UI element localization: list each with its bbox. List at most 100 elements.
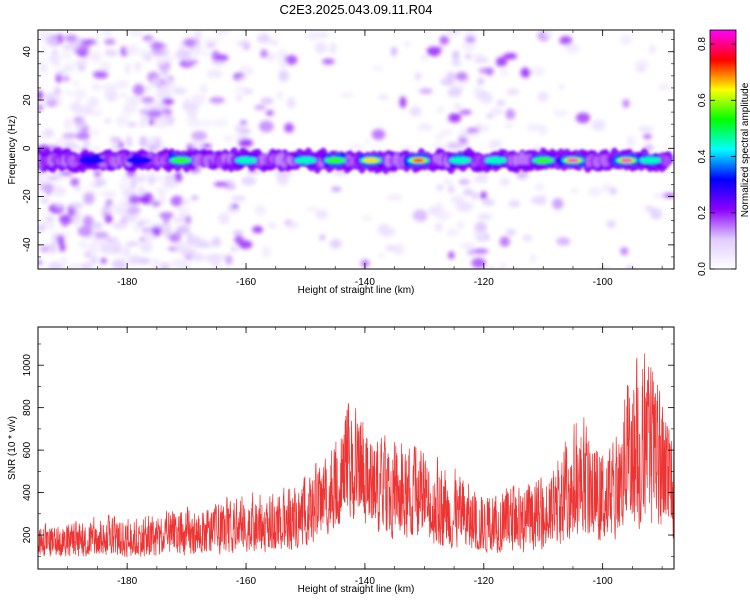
spectrogram-axes: -180 -160 -140 -120 -100 -40 -20 0 20 40 xyxy=(22,30,674,288)
noise-blob xyxy=(163,179,178,189)
noise-blob xyxy=(149,81,165,87)
noise-blob xyxy=(200,143,212,149)
noise-blob xyxy=(82,215,94,227)
noise-blob xyxy=(529,253,537,264)
noise-blob xyxy=(505,108,516,120)
noise-blob xyxy=(39,130,48,140)
noise-blob xyxy=(199,83,208,94)
noise-blob xyxy=(174,171,183,183)
noise-blob xyxy=(284,122,294,133)
noise-blob xyxy=(306,31,320,41)
noise-blob xyxy=(55,95,63,107)
noise-blob xyxy=(112,262,127,269)
noise-blob xyxy=(520,67,531,78)
noise-blob xyxy=(153,43,167,49)
noise-blob xyxy=(74,97,83,103)
noise-blob xyxy=(128,194,141,205)
noise-blob xyxy=(80,262,93,269)
noise-blob xyxy=(150,48,165,56)
noise-blob xyxy=(201,50,210,56)
noise-blob xyxy=(225,254,233,265)
noise-blob xyxy=(61,75,70,82)
noise-blob xyxy=(393,243,405,256)
noise-blob xyxy=(626,136,636,148)
noise-blob xyxy=(146,137,156,145)
noise-blob xyxy=(64,91,74,96)
noise-blob xyxy=(39,245,50,253)
noise-blob xyxy=(503,52,518,60)
noise-blob xyxy=(72,81,80,87)
noise-blob xyxy=(176,225,190,235)
noise-blob xyxy=(480,237,487,243)
noise-blob xyxy=(159,145,170,150)
noise-blob xyxy=(530,196,547,205)
noise-blob xyxy=(496,100,506,106)
band-cell xyxy=(663,155,671,167)
noise-blob xyxy=(183,97,192,103)
noise-blob xyxy=(331,187,342,192)
noise-blob xyxy=(87,96,99,108)
noise-blob xyxy=(71,202,82,210)
noise-blob xyxy=(474,221,488,233)
noise-blob xyxy=(480,191,488,200)
noise-blob xyxy=(100,257,108,264)
noise-blob xyxy=(390,46,398,57)
noise-blob xyxy=(127,255,139,266)
colorbar-tick-label: 0.4 xyxy=(697,149,708,163)
noise-blob xyxy=(171,258,188,268)
noise-blob xyxy=(190,252,206,262)
band-hotspot xyxy=(484,156,507,164)
noise-blob xyxy=(167,57,175,62)
noise-blob xyxy=(278,58,287,69)
noise-blob xyxy=(606,220,616,228)
noise-blob xyxy=(101,83,118,92)
noise-blob xyxy=(436,106,445,114)
x-tick-label: -140 xyxy=(355,576,375,587)
noise-blob xyxy=(276,90,283,102)
noise-blob xyxy=(379,226,396,237)
noise-blob xyxy=(38,176,44,185)
noise-blob xyxy=(45,176,59,181)
colorbar-tick-label: 0.2 xyxy=(697,205,708,219)
noise-blob xyxy=(643,133,652,140)
noise-blob xyxy=(472,248,489,255)
noise-blob xyxy=(139,242,153,253)
noise-blob xyxy=(399,96,407,109)
noise-blob xyxy=(329,238,342,249)
band-hotspot xyxy=(234,156,258,164)
noise-blob xyxy=(90,51,102,63)
noise-blob xyxy=(328,42,337,55)
noise-blob xyxy=(575,112,591,124)
noise-blob xyxy=(211,236,222,248)
noise-blob xyxy=(213,30,230,36)
x-tick-label: -120 xyxy=(474,277,494,288)
noise-blob xyxy=(471,257,486,269)
noise-blob xyxy=(240,176,257,186)
noise-blob xyxy=(45,39,60,44)
noise-blob xyxy=(47,261,63,269)
noise-blob xyxy=(417,123,433,131)
noise-blob xyxy=(175,49,189,61)
spectrogram-signal-band xyxy=(38,147,674,175)
noise-blob xyxy=(426,46,441,57)
x-tick-label: -100 xyxy=(593,277,613,288)
spectrogram-y-axis-label: Frequency (Hz) xyxy=(7,116,18,185)
noise-blob xyxy=(125,241,140,247)
band-hotspot xyxy=(533,157,553,164)
band-hotspot xyxy=(622,159,631,162)
noise-blob xyxy=(453,103,462,110)
x-tick-label: -160 xyxy=(236,576,256,587)
noise-blob xyxy=(110,141,120,152)
noise-blob xyxy=(461,41,476,52)
noise-blob xyxy=(123,103,139,111)
noise-blob xyxy=(222,135,235,142)
noise-blob xyxy=(104,38,116,46)
noise-blob xyxy=(257,33,271,44)
noise-blob xyxy=(315,209,328,220)
band-hotspot xyxy=(363,158,379,163)
noise-blob xyxy=(474,176,482,182)
noise-blob xyxy=(138,122,148,127)
noise-blob xyxy=(83,252,92,258)
noise-blob xyxy=(446,228,459,238)
y-tick-label: 200 xyxy=(22,526,33,543)
